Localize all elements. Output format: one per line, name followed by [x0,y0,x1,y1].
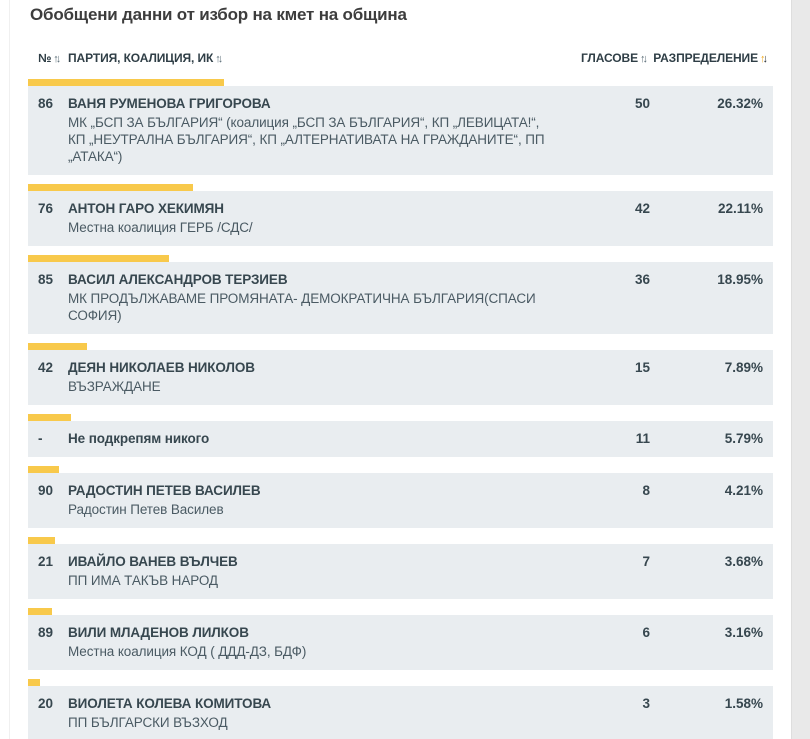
sort-desc-icon[interactable]: ↓ [55,53,61,65]
candidate-name: ВАНЯ РУМЕНОВА ГРИГОРОВА [68,96,271,111]
sort-desc-icon[interactable]: ↓ [217,53,223,65]
table-row: 42 ДЕЯН НИКОЛАЕВ НИКОЛОВ ВЪЗРАЖДАНЕ 15 7… [28,343,773,405]
votes-value: 50 [634,96,650,111]
sort-arrows-icon-active[interactable]: ↑↓ [760,53,768,65]
result-bar [28,608,52,615]
candidate-name: ВИОЛЕТА КОЛЕВА КОМИТОВА [68,696,272,711]
votes-value: 42 [634,201,650,216]
result-bar [28,679,40,686]
results-table: 86 ВАНЯ РУМЕНОВА ГРИГОРОВА МК „БСП ЗА БЪ… [28,79,773,739]
table-row: 90 РАДОСТИН ПЕТЕВ ВАСИЛЕВ Радостин Петев… [28,466,773,528]
result-bar [28,414,72,421]
page-title: Обобщени данни от избор на кмет на общин… [30,5,407,24]
candidate-name: РАДОСТИН ПЕТЕВ ВАСИЛЕВ [68,483,261,498]
votes-value: 6 [642,625,650,640]
votes-value: 11 [635,431,650,446]
distribution-value: 5.79% [724,431,763,446]
table-row: 85 ВАСИЛ АЛЕКСАНДРОВ ТЕРЗИЕВ МК ПРОДЪЛЖА… [28,255,773,334]
panel-left-edge [9,0,10,739]
ballot-number: - [38,431,43,446]
candidate-name: ДЕЯН НИКОЛАЕВ НИКОЛОВ [68,360,255,375]
distribution-value: 26.32% [717,96,763,111]
table-row: - Не подкрепям никого 11 5.79% [28,414,773,457]
party-name: Местна коалиция КОД ( ДДД-ДЗ, БДФ) [68,644,307,659]
table-row: 86 ВАНЯ РУМЕНОВА ГРИГОРОВА МК „БСП ЗА БЪ… [28,79,773,175]
votes-value: 3 [642,696,650,711]
sort-desc-icon[interactable]: ↓ [762,53,768,65]
table-row: 89 ВИЛИ МЛАДЕНОВ ЛИЛКОВ Местна коалиция … [28,608,773,670]
result-bar [28,79,225,86]
distribution-value: 3.16% [724,625,763,640]
column-header-party[interactable]: ПАРТИЯ, КОАЛИЦИЯ, ИК ↑↓ [68,51,223,65]
column-header-distribution[interactable]: РАЗПРЕДЕЛЕНИЕ ↑↓ [653,51,768,65]
party-name: ПП ИМА ТАКЪВ НАРОД [68,573,218,588]
candidate-name: ИВАЙЛО ВАНЕВ ВЪЛЧЕВ [68,554,238,569]
votes-value: 15 [634,360,650,375]
results-panel: Обобщени данни от избор на кмет на общин… [28,4,773,739]
party-name: Радостин Петев Василев [68,502,224,517]
result-bar [28,466,60,473]
ballot-number: 76 [38,201,54,216]
party-name: Местна коалиция ГЕРБ /СДС/ [68,220,253,235]
ballot-number: 42 [38,360,54,375]
scrollbar-track[interactable] [791,0,810,739]
party-name: МК ПРОДЪЛЖАВАМЕ ПРОМЯНАТА- ДЕМОКРАТИЧНА … [68,291,536,323]
party-name: ПП БЪЛГАРСКИ ВЪЗХОД [68,715,228,730]
result-bar [28,255,170,262]
candidate-name: ВАСИЛ АЛЕКСАНДРОВ ТЕРЗИЕВ [68,272,288,287]
distribution-value: 4.21% [724,483,763,498]
sort-arrows-icon[interactable]: ↑↓ [215,53,223,65]
candidate-name: АНТОН ГАРО ХЕКИМЯН [68,201,224,216]
ballot-number: 21 [38,554,54,569]
candidate-name: ВИЛИ МЛАДЕНОВ ЛИЛКОВ [68,625,249,640]
ballot-number: 20 [38,696,54,711]
votes-value: 8 [642,483,650,498]
table-header-row: № ↑↓ ПАРТИЯ, КОАЛИЦИЯ, ИК ↑↓ ГЛАСОВЕ ↑↓ РАЗ… [28,51,773,79]
result-bar [28,537,56,544]
party-name: ВЪЗРАЖДАНЕ [68,379,161,394]
distribution-value: 1.58% [724,696,763,711]
column-header-number[interactable]: № ↑↓ [38,51,61,65]
ballot-number: 90 [38,483,54,498]
ballot-number: 86 [38,96,54,111]
ballot-number: 85 [38,272,54,287]
distribution-value: 7.89% [724,360,763,375]
sort-arrows-icon[interactable]: ↑↓ [53,53,61,65]
votes-value: 36 [634,272,650,287]
candidate-name: Не подкрепям никого [68,431,210,446]
distribution-value: 3.68% [724,554,763,569]
column-header-votes[interactable]: ГЛАСОВЕ ↑↓ [581,51,647,65]
party-name: МК „БСП ЗА БЪЛГАРИЯ“ (коалиция „БСП ЗА Б… [68,115,545,164]
distribution-value: 18.95% [717,272,763,287]
result-bar [28,184,193,191]
votes-value: 7 [642,554,650,569]
table-row: 20 ВИОЛЕТА КОЛЕВА КОМИТОВА ПП БЪЛГАРСКИ … [28,679,773,739]
distribution-value: 22.11% [717,201,763,216]
table-row: 76 АНТОН ГАРО ХЕКИМЯН Местна коалиция ГЕ… [28,184,773,246]
table-row: 21 ИВАЙЛО ВАНЕВ ВЪЛЧЕВ ПП ИМА ТАКЪВ НАРО… [28,537,773,599]
ballot-number: 89 [38,625,54,640]
result-bar [28,343,87,350]
